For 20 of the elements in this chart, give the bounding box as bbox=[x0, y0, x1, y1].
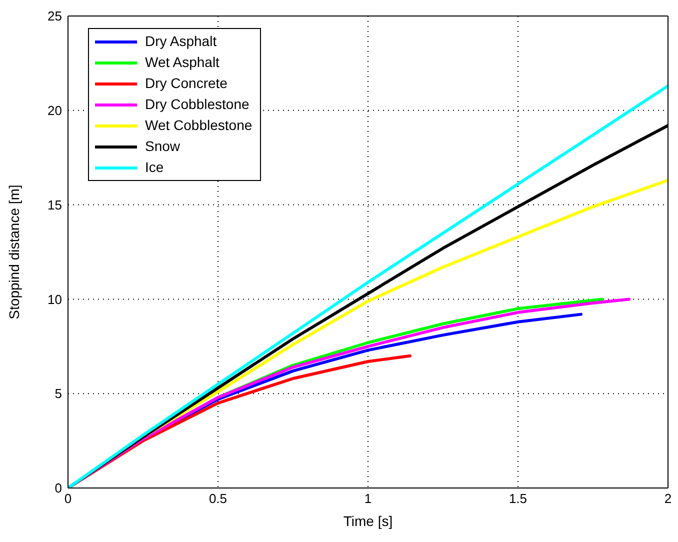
x-tick-label: 2 bbox=[664, 491, 672, 506]
y-axis-title: Stoppind distance [m] bbox=[6, 184, 22, 320]
y-tick-label: 0 bbox=[54, 480, 62, 496]
x-tick-label: 0 bbox=[64, 491, 72, 506]
y-tick-label: 20 bbox=[48, 103, 62, 118]
x-axis-title: Time [s] bbox=[343, 513, 393, 529]
legend-label: Dry Concrete bbox=[145, 74, 228, 93]
legend-label: Wet Asphalt bbox=[145, 53, 220, 72]
legend-label: Dry Asphalt bbox=[145, 32, 217, 51]
legend-label: Snow bbox=[145, 137, 180, 156]
y-tick-label: 15 bbox=[48, 197, 62, 212]
legend-label: Dry Cobblestone bbox=[145, 95, 250, 114]
x-tick-label: 1.5 bbox=[508, 491, 528, 506]
y-tick-label: 10 bbox=[48, 292, 62, 307]
legend-label: Wet Cobblestone bbox=[145, 116, 252, 135]
legend-label: Ice bbox=[145, 158, 164, 177]
y-tick-label: 5 bbox=[54, 386, 62, 402]
x-tick-label: 1 bbox=[364, 491, 372, 506]
y-tick-label: 25 bbox=[48, 8, 62, 24]
x-tick-label: 0.5 bbox=[208, 491, 228, 506]
